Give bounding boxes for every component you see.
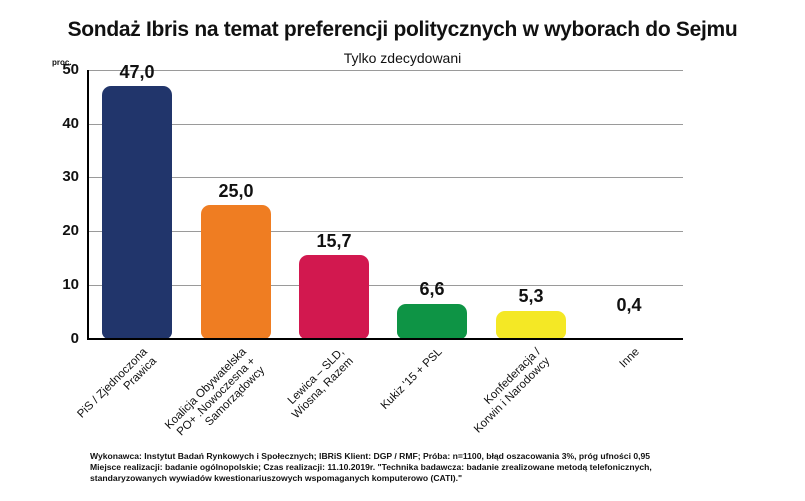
value-label-inne: 0,4 <box>616 295 642 315</box>
gridline-20 <box>87 231 683 232</box>
value-label-ko: 25,0 <box>218 180 254 201</box>
footnote-line-1: Wykonawca: Instytut Badań Rynkowych i Sp… <box>90 451 651 461</box>
chart-title: Sondaż Ibris na temat preferencji polity… <box>67 18 738 41</box>
y-tick-0: 0 <box>70 330 79 347</box>
source-footnote: Wykonawca: Instytut Badań Rynkowych i Sp… <box>90 451 652 484</box>
value-label-konfederacja: 5,3 <box>518 286 544 307</box>
y-tick-30: 30 <box>62 168 79 185</box>
y-tick-10: 10 <box>62 276 79 293</box>
x-axis-label-line: Kukiz '15 + PSL <box>378 346 445 412</box>
plot-area: 50 40 30 20 10 0 47,0 25,0 15,7 6,6 5,3 … <box>62 61 683 347</box>
gridline-40 <box>87 124 683 125</box>
value-label-kukiz-psl: 6,6 <box>419 279 445 300</box>
bar-kukiz-psl <box>397 303 467 339</box>
x-axis-label-line: Inne <box>617 346 642 371</box>
bar-pis <box>102 86 172 339</box>
bar-konfederacja <box>496 310 566 339</box>
x-axis-label: Inne <box>617 346 642 371</box>
gridline-30 <box>87 177 683 178</box>
y-axis <box>87 70 89 340</box>
x-axis-label: Lewica – SLD, Wiosna, Razem <box>281 346 357 422</box>
y-tick-40: 40 <box>62 115 79 132</box>
chart-subtitle: Tylko zdecydowani <box>343 50 462 66</box>
gridline-10 <box>87 285 683 286</box>
y-axis-unit: proc. <box>52 58 72 67</box>
bar-ko <box>201 204 271 339</box>
y-tick-50: 50 <box>62 61 79 78</box>
bar-lewica <box>299 254 369 339</box>
x-axis-label-line: Konfederacja / <box>482 346 544 407</box>
x-axis-label: Koalicja Obywatelska PO+ .Nowoczesna + Sam… <box>163 346 268 451</box>
value-label-lewica: 15,7 <box>316 230 352 251</box>
gridline-50 <box>87 70 683 71</box>
x-axis-label: Kukiz '15 + PSL <box>379 346 446 413</box>
bar-inne <box>594 336 664 339</box>
x-axis-label-line: PO+ .Nowoczesna + <box>174 355 258 439</box>
x-axis <box>87 338 683 340</box>
x-axis-label: PiS / Zjednoczona Prawica <box>75 346 159 430</box>
footnote-line-2: Miejsce realizacji: badanie ogólnopolski… <box>90 462 652 472</box>
x-axis-label: Konfederacja / Korwin i Narodowcy <box>463 346 553 436</box>
value-label-pis: 47,0 <box>119 62 155 83</box>
footnote-line-3: standaryzowanych wywiadów kwestionariusz… <box>90 473 463 483</box>
y-tick-20: 20 <box>62 222 79 239</box>
